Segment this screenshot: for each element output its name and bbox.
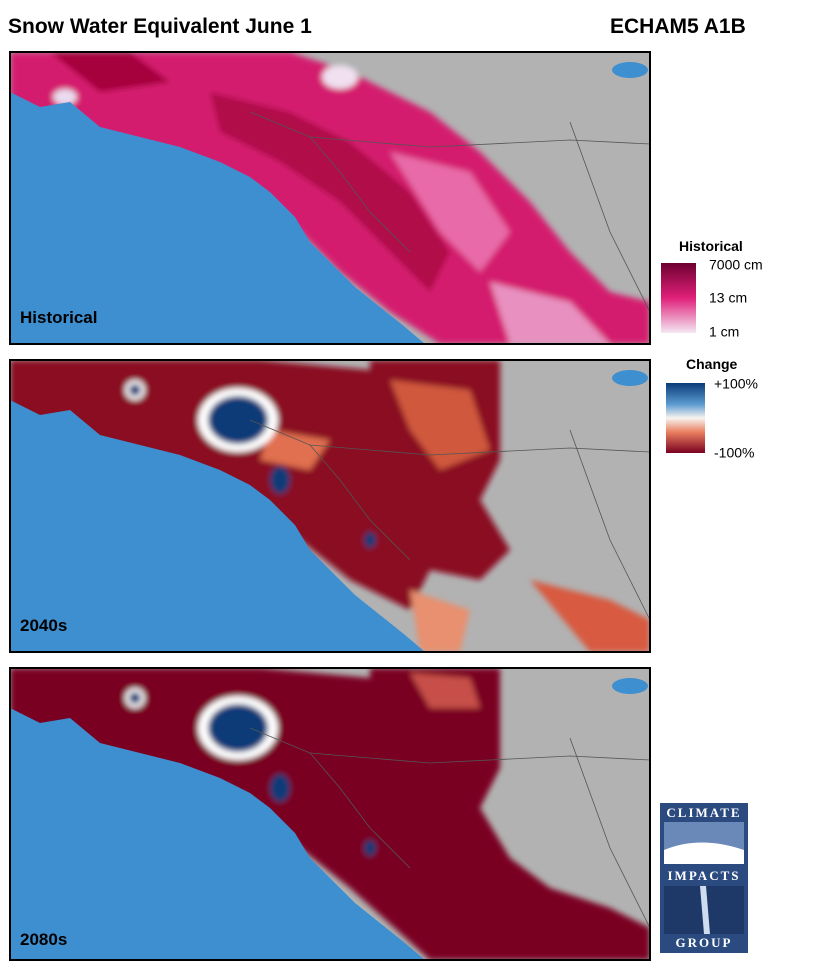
title: Snow Water Equivalent June 1 (8, 15, 312, 38)
panel-label: 2040s (20, 616, 67, 635)
panel-label: Historical (20, 308, 97, 327)
map-2040s: 2040s (9, 359, 651, 653)
color-ramp (661, 263, 696, 333)
map-historical: Historical (9, 51, 651, 345)
legend-historical: Historical 7000 cm 13 cm 1 cm (661, 238, 763, 340)
legend-label: -100% (714, 445, 754, 461)
legend-title: Historical (679, 238, 743, 254)
scenario: ECHAM5 A1B (610, 15, 746, 38)
logo: CLIMATE IMPACTS GROUP (660, 803, 748, 953)
legend-label: +100% (714, 376, 758, 392)
logo-text: CLIMATE (666, 805, 741, 820)
color-ramp (666, 383, 705, 453)
legend-title: Change (686, 356, 738, 372)
legend-label: 1 cm (709, 324, 739, 340)
logo-text: GROUP (676, 935, 733, 950)
legend-label: 13 cm (709, 290, 747, 306)
map-2080s: 2080s (9, 667, 651, 961)
panel-label: 2080s (20, 930, 67, 949)
legend-label: 7000 cm (709, 257, 763, 273)
legend-change: Change +100% -100% (666, 356, 758, 461)
logo-text: IMPACTS (668, 868, 741, 883)
